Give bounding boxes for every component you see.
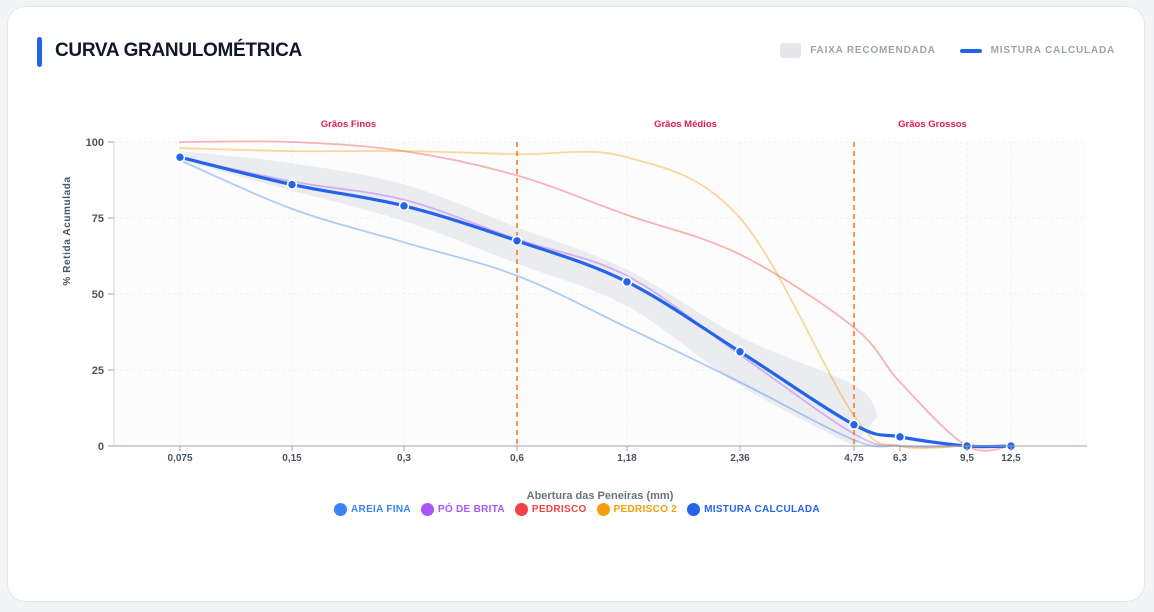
x-tick-label: 6,3	[893, 453, 907, 464]
mix-data-point	[286, 179, 298, 190]
mix-data-point	[734, 346, 746, 358]
recommended-band	[180, 151, 878, 446]
legend-band-item[interactable]: FAIXA RECOMENDADA	[780, 43, 935, 58]
title-accent-bar	[37, 37, 42, 67]
legend-item-label: AREIA FINA	[351, 504, 411, 515]
series-line-pedrisco	[179, 140, 1012, 452]
zone-label: Grãos Grossos	[898, 119, 967, 130]
mix-data-point	[511, 235, 523, 247]
series-line-p-de-brita	[179, 156, 1012, 448]
legend-dot-icon	[687, 503, 701, 516]
x-tick-label: 0,6	[510, 453, 524, 464]
x-tick-label: 12,5	[1001, 453, 1021, 464]
y-tick-label: 25	[92, 365, 104, 377]
mix-data-point	[621, 276, 633, 288]
x-tick-label: 4,75	[844, 453, 864, 464]
band-swatch-icon	[780, 43, 802, 58]
mix-data-point	[398, 200, 410, 212]
y-tick-label: 50	[92, 289, 104, 301]
legend-band-label: FAIXA RECOMENDADA	[810, 45, 936, 56]
x-tick-label: 9,5	[960, 453, 974, 464]
x-tick-label: 0,3	[397, 453, 411, 464]
legend-item-p-de-brita[interactable]: PÓ DE BRITA	[420, 503, 505, 516]
legend-line-item[interactable]: MISTURA CALCULADA	[959, 45, 1115, 56]
legend-item-pedrisco[interactable]: PEDRISCO	[514, 503, 587, 516]
x-tick-label: 2,36	[730, 453, 750, 464]
legend-item-mistura-calculada[interactable]: MISTURA CALCULADA	[687, 503, 820, 516]
x-axis-title: Abertura das Peneiras (mm)	[527, 490, 674, 502]
legend-item-label: MISTURA CALCULADA	[704, 504, 820, 515]
series-line-pedrisco-2	[179, 147, 1012, 450]
legend-item-areia-fina[interactable]: AREIA FINA	[334, 503, 411, 516]
chart-title: CURVA GRANULOMÉTRICA	[55, 40, 302, 61]
series-line-mistura-calculada	[178, 155, 1013, 449]
y-tick-label: 75	[92, 213, 104, 225]
mix-data-point	[174, 151, 186, 163]
mix-data-point	[894, 431, 906, 443]
x-tick-label: 0,075	[167, 453, 192, 464]
top-legend: FAIXA RECOMENDADA MISTURA CALCULADA	[780, 43, 1115, 58]
legend-line-label: MISTURA CALCULADA	[990, 45, 1115, 56]
legend-item-label: PEDRISCO	[531, 504, 587, 515]
zone-label: Grãos Finos	[321, 119, 376, 130]
y-tick-label: 100	[86, 137, 104, 149]
legend-dot-icon	[334, 503, 348, 516]
zone-label: Grãos Médios	[654, 119, 717, 130]
mix-data-point	[848, 419, 860, 431]
x-tick-label: 0,15	[282, 453, 302, 464]
y-tick-label: 0	[98, 441, 104, 453]
line-swatch-icon	[959, 48, 982, 53]
legend-dot-icon	[596, 503, 610, 516]
legend-dot-icon	[420, 503, 434, 516]
y-axis-title: % Retida Acumulada	[62, 176, 73, 285]
legend-item-label: PEDRISCO 2	[613, 504, 678, 515]
legend-item-label: PÓ DE BRITA	[437, 504, 505, 515]
x-tick-label: 1,18	[617, 453, 637, 464]
legend-dot-icon	[514, 503, 528, 516]
series-legend: AREIA FINA PÓ DE BRITA PEDRISCO PEDRISCO 2 M…	[0, 503, 1154, 516]
legend-item-pedrisco-2[interactable]: PEDRISCO 2	[596, 503, 678, 516]
